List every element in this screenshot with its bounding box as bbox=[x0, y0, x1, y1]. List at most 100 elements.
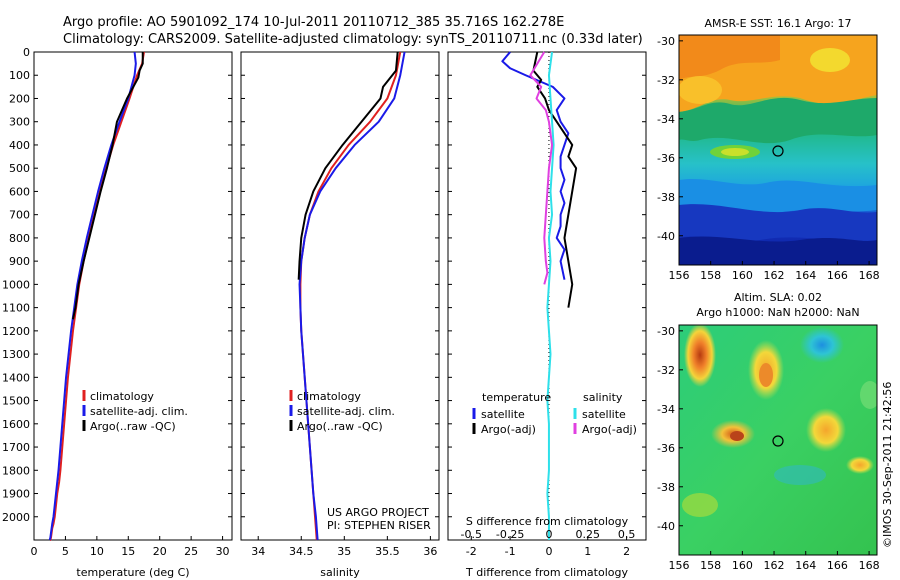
diff-legend-label-sal: Argo(-adj) bbox=[582, 423, 637, 436]
sst_map-lon-label: 164 bbox=[795, 269, 816, 282]
panel-salinity: 34 34.5 35 35.5 36 salinity climatology satelli… bbox=[240, 51, 440, 579]
diff-legend-title-temperature: temperature bbox=[482, 391, 551, 404]
header-line-1: Argo profile: AO 5901092_174 10-Jul-2011… bbox=[63, 15, 564, 30]
difference-xtick-label: 2 bbox=[623, 545, 630, 558]
difference-xtick-label: -1 bbox=[505, 545, 516, 558]
sst_map-lon-label: 166 bbox=[827, 269, 848, 282]
salinity-xtick-label: 36 bbox=[423, 545, 437, 558]
sla_map-lat-label: -32 bbox=[657, 364, 675, 377]
difference-xtick-label: 1 bbox=[584, 545, 591, 558]
salinity-xtick-label: 34.5 bbox=[289, 545, 314, 558]
salinity-xlabel: salinity bbox=[320, 566, 360, 579]
sst_map-lon-label: 162 bbox=[764, 269, 785, 282]
diff-top-tick-label: -0.25 bbox=[496, 528, 524, 541]
salinity-series-argo-raw-qc- bbox=[297, 51, 399, 280]
sst-map-title: AMSR-E SST: 16.1 Argo: 17 bbox=[704, 17, 851, 30]
depth-tick-label: 1900 bbox=[2, 488, 30, 501]
sst_map-lat-label: -40 bbox=[657, 230, 675, 243]
sla-map: Altim. SLA: 0.02 Argo h1000: NaN h2000: … bbox=[657, 291, 880, 572]
panel-temperature: 0 5 10 15 20 25 300100200300400500600700800900… bbox=[2, 46, 233, 579]
sst_map-lon-label: 156 bbox=[669, 269, 690, 282]
sst_map-lat-label: -38 bbox=[657, 191, 675, 204]
salinity-series-satellite-adj-clim- bbox=[298, 51, 406, 541]
temperature-series-argo-raw-qc- bbox=[71, 52, 144, 320]
imos-watermark: ©IMOS 30-Sep-2011 21:42:56 bbox=[881, 382, 894, 548]
sst_map-lon-label: 160 bbox=[732, 269, 753, 282]
salinity-xtick-label: 35 bbox=[337, 545, 351, 558]
depth-tick-label: 1600 bbox=[2, 418, 30, 431]
diff-top-tick-label: 0 bbox=[545, 528, 552, 541]
temperature-legend-label: climatology bbox=[90, 390, 154, 403]
header-line-2: Climatology: CARS2009. Satellite-adjuste… bbox=[63, 32, 643, 47]
depth-tick-label: 800 bbox=[9, 232, 30, 245]
temperature-series-climatology bbox=[49, 51, 145, 541]
panel-difference: -2 -1 0 1 2 T difference from climatology temp… bbox=[447, 51, 647, 579]
sst-map: AMSR-E SST: 16.1 Argo: 17 156 158 160 162 16… bbox=[657, 17, 880, 282]
sst_map-lon-label: 158 bbox=[700, 269, 721, 282]
temperature-frame bbox=[33, 51, 233, 541]
depth-tick-label: 0 bbox=[23, 46, 30, 59]
diff-legend-title-salinity: salinity bbox=[583, 391, 623, 404]
diff-top-tick-label: 0.25 bbox=[576, 528, 601, 541]
depth-tick-label: 1200 bbox=[2, 325, 30, 338]
depth-tick-label: 900 bbox=[9, 255, 30, 268]
depth-tick-label: 400 bbox=[9, 139, 30, 152]
sst_map-lon-label: 168 bbox=[859, 269, 880, 282]
temperature-xtick-label: 15 bbox=[121, 545, 135, 558]
sla-map-title-2: Argo h1000: NaN h2000: NaN bbox=[696, 306, 859, 319]
depth-tick-label: 300 bbox=[9, 116, 30, 129]
temperature-xlabel: temperature (deg C) bbox=[76, 566, 189, 579]
difference-xlabel: T difference from climatology bbox=[465, 566, 628, 579]
depth-tick-label: 2000 bbox=[2, 511, 30, 524]
depth-tick-label: 1300 bbox=[2, 348, 30, 361]
temperature-legend-label: Argo(..raw -QC) bbox=[90, 420, 176, 433]
depth-tick-label: 1100 bbox=[2, 302, 30, 315]
temperature-xtick-label: 5 bbox=[62, 545, 69, 558]
salinity-panel-annotation: US ARGO PROJECT bbox=[327, 506, 429, 519]
diff-top-tick-label: 0.5 bbox=[618, 528, 636, 541]
sst_map-lat-label: -30 bbox=[657, 35, 675, 48]
depth-tick-label: 1400 bbox=[2, 371, 30, 384]
temperature-legend-label: satellite-adj. clim. bbox=[90, 405, 188, 418]
sla_map-lon-label: 164 bbox=[795, 559, 816, 572]
sst-heatmap-image bbox=[679, 35, 877, 265]
depth-tick-label: 700 bbox=[9, 209, 30, 222]
temperature-xtick-label: 10 bbox=[90, 545, 104, 558]
diff-legend-label-sal: satellite bbox=[582, 408, 626, 421]
sla_map-lat-label: -40 bbox=[657, 520, 675, 533]
depth-tick-label: 600 bbox=[9, 185, 30, 198]
difference-series-salinity-satellite bbox=[546, 51, 555, 540]
sla_map-lat-label: -30 bbox=[657, 325, 675, 338]
temperature-xtick-label: 25 bbox=[184, 545, 198, 558]
salinity-frame bbox=[240, 51, 440, 541]
difference-xtick-label: -2 bbox=[466, 545, 477, 558]
sst_map-lat-label: -34 bbox=[657, 113, 675, 126]
sla_map-lon-label: 162 bbox=[764, 559, 785, 572]
temperature-xtick-label: 0 bbox=[31, 545, 38, 558]
salinity-xtick-label: 35.5 bbox=[375, 545, 400, 558]
sla_map-lat-label: -34 bbox=[657, 403, 675, 416]
depth-tick-label: 1800 bbox=[2, 464, 30, 477]
profile-panels: 0 5 10 15 20 25 300100200300400500600700800900… bbox=[2, 46, 647, 579]
salinity-legend-label: Argo(..raw -QC) bbox=[297, 420, 383, 433]
depth-tick-label: 1500 bbox=[2, 395, 30, 408]
sst_map-lat-label: -32 bbox=[657, 74, 675, 87]
depth-tick-label: 200 bbox=[9, 92, 30, 105]
sla_map-lat-label: -38 bbox=[657, 481, 675, 494]
diff-top-axis-label: S difference from climatology bbox=[466, 515, 629, 528]
depth-tick-label: 1000 bbox=[2, 278, 30, 291]
sla_map-lon-label: 158 bbox=[700, 559, 721, 572]
sla-map-title-1: Altim. SLA: 0.02 bbox=[734, 291, 822, 304]
difference-frame bbox=[447, 51, 647, 541]
salinity-panel-annotation: PI: STEPHEN RISER bbox=[327, 519, 431, 532]
diff-top-tick-label: -0.5 bbox=[461, 528, 482, 541]
sst_map-lat-label: -36 bbox=[657, 152, 675, 165]
depth-tick-label: 500 bbox=[9, 162, 30, 175]
sla_map-lon-label: 156 bbox=[669, 559, 690, 572]
depth-tick-label: 1700 bbox=[2, 441, 30, 454]
difference-series-salinity-argo-adj- bbox=[529, 51, 554, 285]
difference-xtick-label: 0 bbox=[545, 545, 552, 558]
depth-tick-label: 100 bbox=[9, 69, 30, 82]
sla_map-lon-label: 166 bbox=[827, 559, 848, 572]
